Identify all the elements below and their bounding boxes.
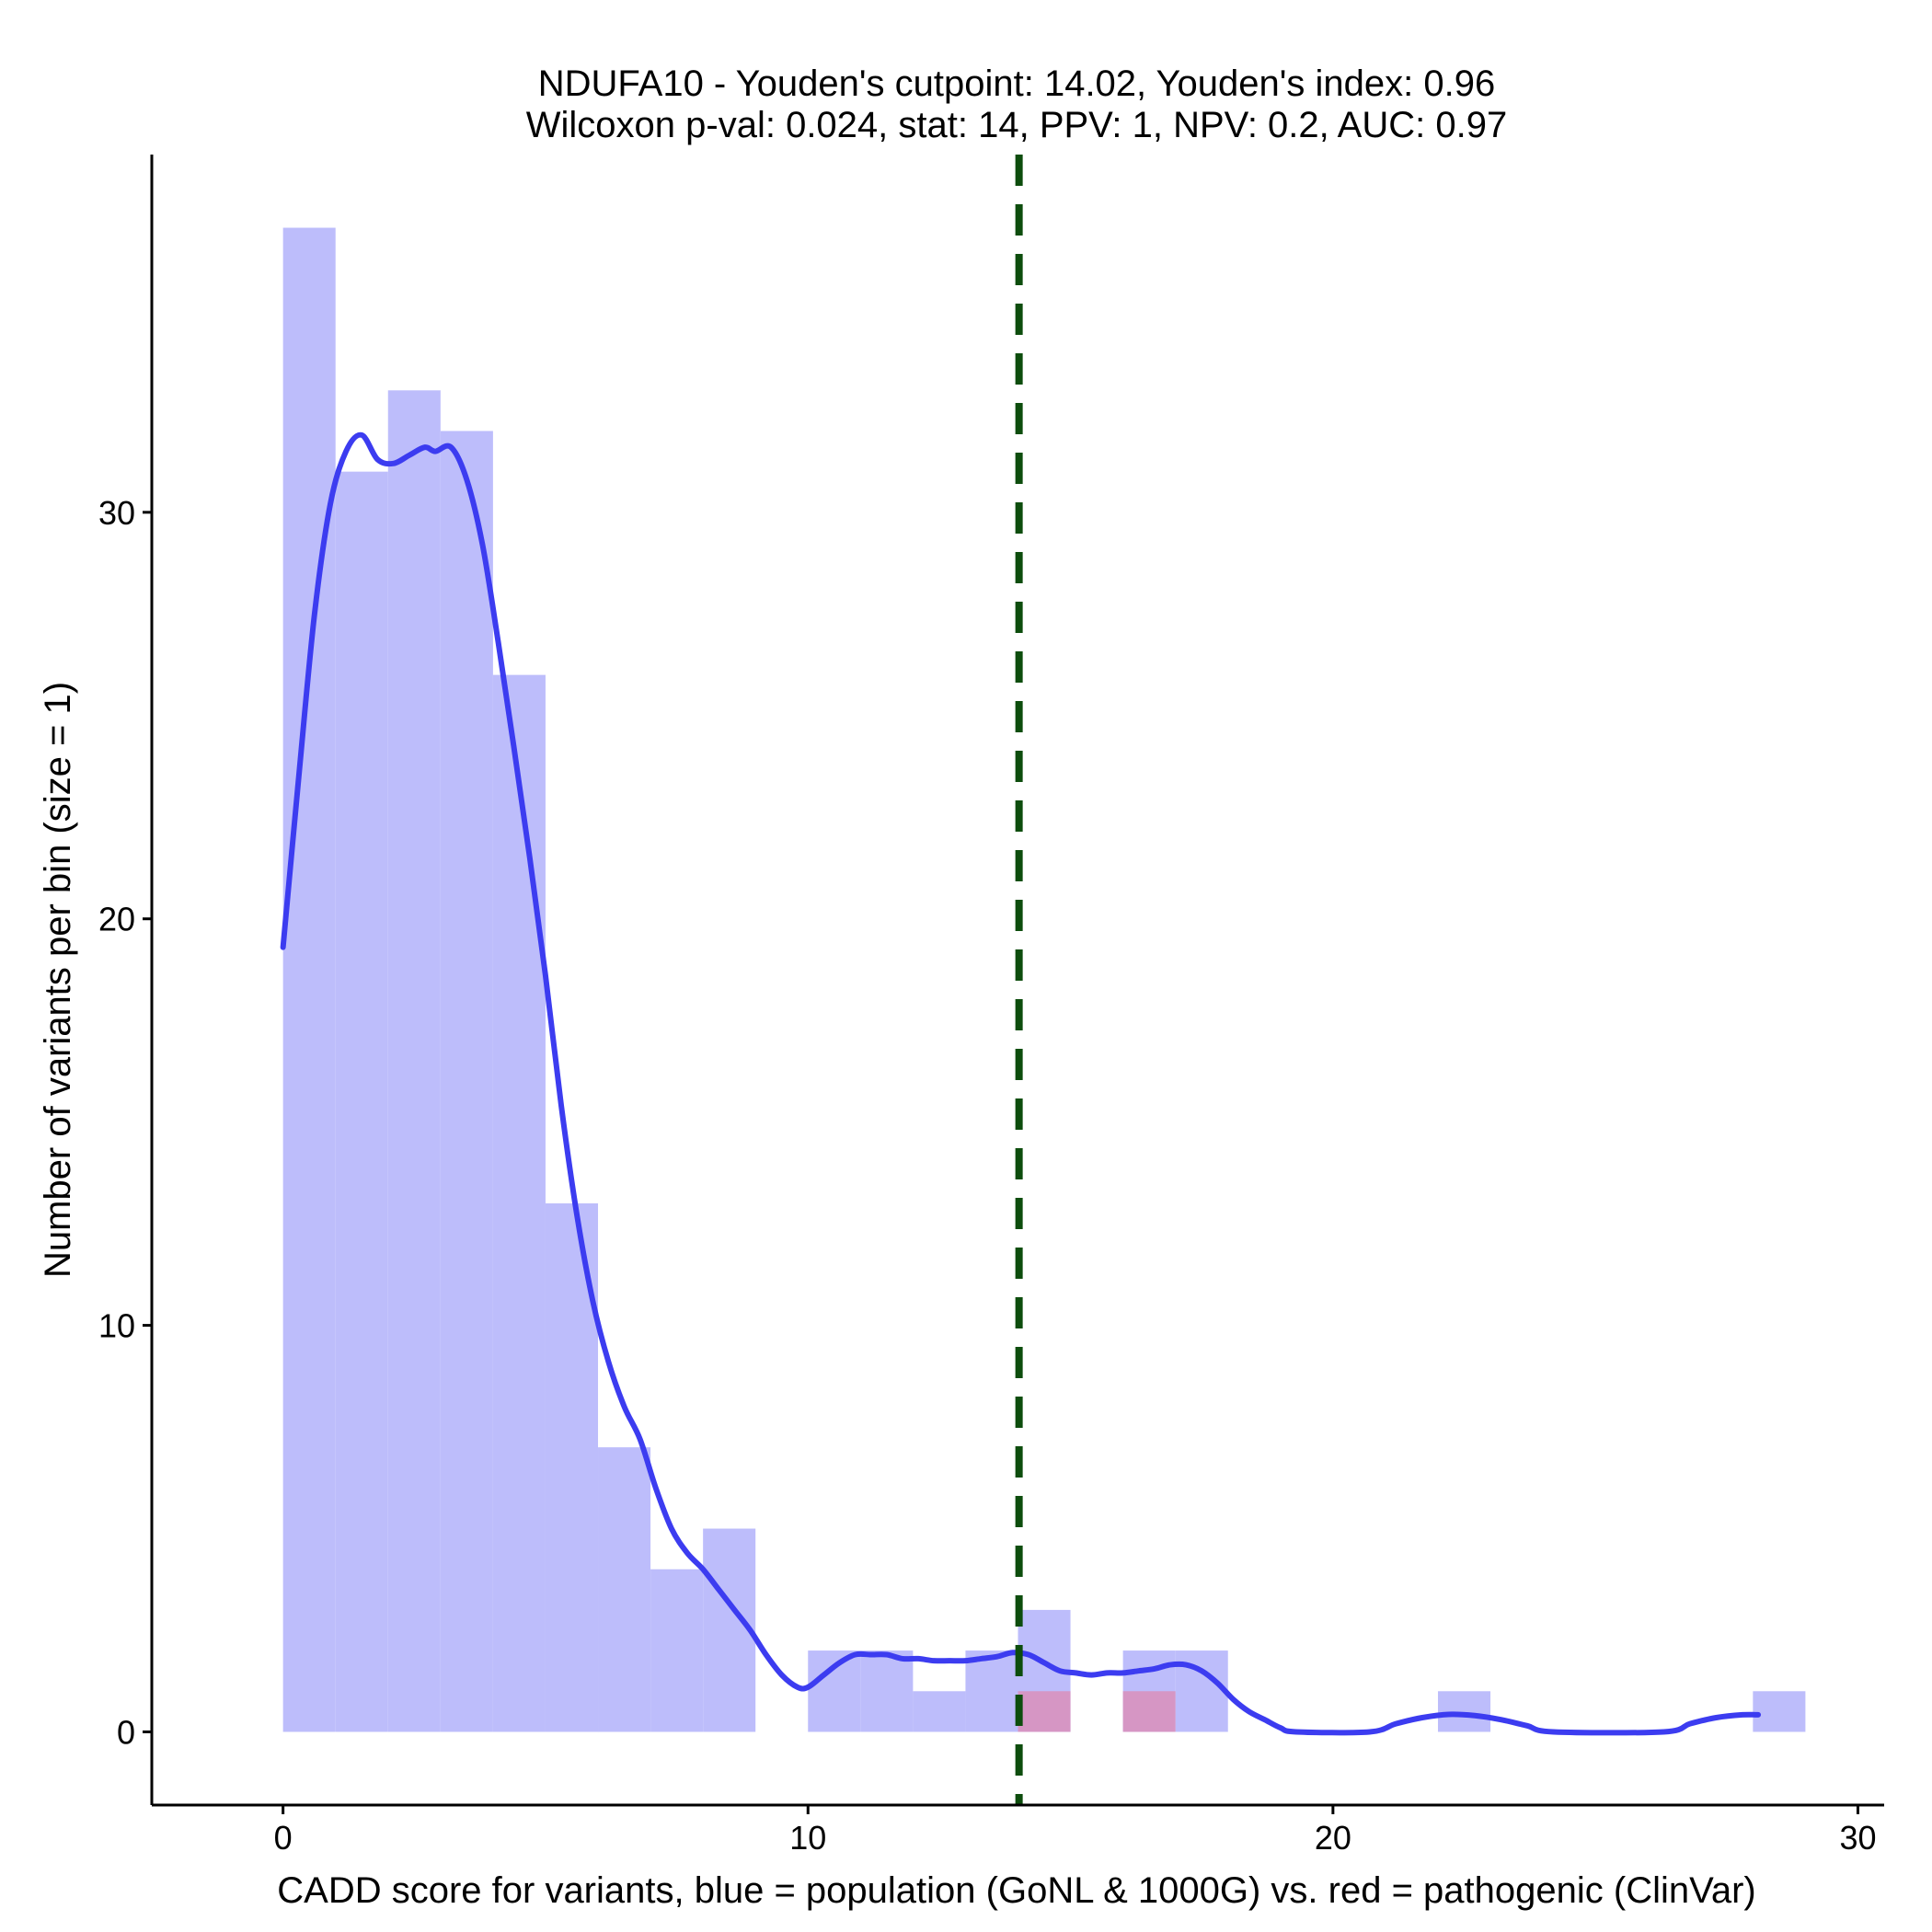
- population-bar: [1753, 1691, 1806, 1732]
- tick-marks: 0 10 20 30 0 10 20 30: [98, 494, 1877, 1857]
- x-tick-label: 20: [1315, 1819, 1351, 1857]
- population-bar: [387, 390, 441, 1732]
- population-bar: [808, 1650, 861, 1732]
- density-curve: [280, 431, 1762, 1736]
- x-tick-label: 10: [789, 1819, 826, 1857]
- population-bar: [598, 1447, 651, 1732]
- y-tick-label: 0: [117, 1713, 135, 1751]
- density-curve-layer: [280, 431, 1762, 1736]
- chart-title-line-2: Wilcoxon p-val: 0.024, stat: 14, PPV: 1,…: [526, 105, 1507, 145]
- population-bar: [282, 227, 336, 1732]
- population-bar: [650, 1569, 704, 1732]
- x-tick-label: 0: [274, 1819, 293, 1857]
- y-tick-label: 20: [98, 901, 135, 938]
- population-bar: [860, 1650, 914, 1732]
- pathogenic-bar: [1018, 1691, 1071, 1732]
- y-tick-label: 30: [98, 494, 135, 532]
- population-bar: [1437, 1691, 1491, 1732]
- x-axis-label: CADD score for variants, blue = populati…: [277, 1870, 1755, 1911]
- y-axis-label: Number of variants per bin (size = 1): [38, 682, 78, 1278]
- chart-title-line-1: NDUFA10 - Youden's cutpoint: 14.02, Youd…: [538, 63, 1496, 104]
- y-tick-label: 10: [98, 1307, 135, 1345]
- histogram-bars: [282, 227, 1806, 1732]
- population-bar: [492, 674, 546, 1732]
- population-bar: [913, 1691, 966, 1732]
- axes: [150, 155, 1884, 1807]
- x-tick-label: 30: [1839, 1819, 1876, 1857]
- pathogenic-bar: [1122, 1691, 1176, 1732]
- population-bar: [335, 471, 388, 1732]
- population-bar: [440, 431, 493, 1732]
- population-bar: [965, 1650, 1018, 1732]
- population-bar: [703, 1528, 756, 1732]
